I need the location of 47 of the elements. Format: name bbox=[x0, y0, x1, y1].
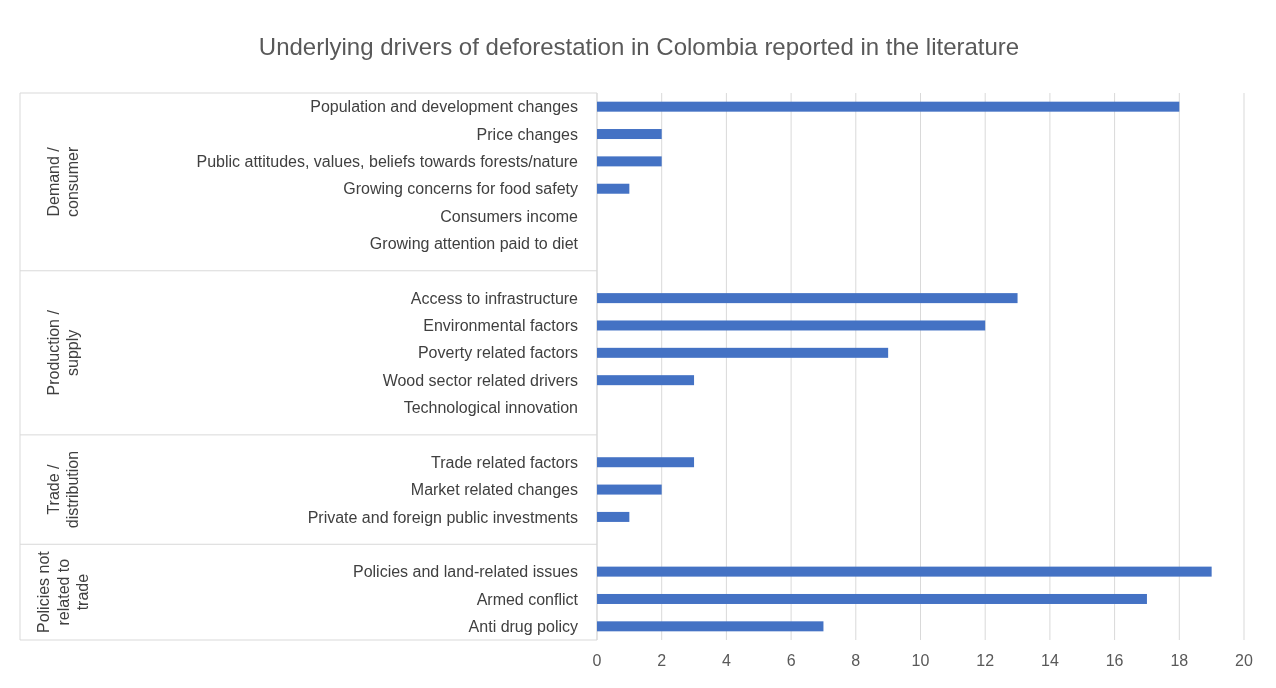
x-tick-label: 6 bbox=[786, 652, 796, 669]
y-tick-label: Population and development changes bbox=[310, 98, 578, 116]
y-tick-label: Policies and land-related issues bbox=[352, 563, 578, 581]
y-tick-label: Growing concerns for food safety bbox=[343, 180, 578, 198]
bar bbox=[597, 320, 986, 331]
y-tick-label: Market related changes bbox=[410, 481, 578, 499]
y-tick-label: Technological innovation bbox=[403, 399, 578, 417]
bar bbox=[597, 347, 889, 358]
y-tick-label: Wood sector related drivers bbox=[382, 371, 578, 389]
x-tick-label: 4 bbox=[721, 652, 731, 669]
y-tick-label: Access to infrastructure bbox=[410, 289, 579, 307]
bar bbox=[597, 101, 1180, 112]
chart-title: Underlying drivers of deforestation in Colombia reported in the literature bbox=[258, 33, 1020, 60]
bar bbox=[597, 375, 695, 386]
x-tick-label: 16 bbox=[1105, 652, 1124, 669]
text: Policies not related to trade bbox=[35, 550, 91, 634]
text: Trade / distribution bbox=[45, 450, 82, 529]
y-tick-label: Armed conflict bbox=[476, 590, 579, 608]
text: Demand / consumer bbox=[45, 146, 82, 218]
x-tick-label: 2 bbox=[657, 652, 667, 669]
bar bbox=[597, 511, 630, 522]
bar bbox=[597, 566, 1212, 577]
y-tick-label: Price changes bbox=[476, 125, 578, 143]
y-tick-label: Anti drug policy bbox=[468, 617, 578, 635]
y-tick-label: Private and foreign public investments bbox=[307, 508, 578, 526]
y-tick-label: Environmental factors bbox=[423, 317, 578, 335]
x-tick-label: 0 bbox=[592, 652, 602, 669]
bar bbox=[597, 621, 824, 632]
bar bbox=[597, 293, 1018, 304]
bar bbox=[597, 129, 662, 140]
y-tick-label: Public attitudes, values, beliefs towards forests/nature bbox=[196, 152, 579, 170]
text: Production / supply bbox=[45, 309, 82, 396]
bar bbox=[597, 457, 695, 468]
y-tick-label: Growing attention paid to diet bbox=[369, 235, 579, 253]
y-tick-label: Consumers income bbox=[440, 207, 579, 225]
bar bbox=[597, 593, 1147, 604]
x-tick-label: 18 bbox=[1170, 652, 1189, 669]
x-tick-label: 12 bbox=[976, 652, 995, 669]
y-tick-label: Trade related factors bbox=[430, 453, 578, 471]
x-tick-label: 8 bbox=[851, 652, 861, 669]
x-tick-label: 14 bbox=[1041, 652, 1059, 669]
x-tick-label: 20 bbox=[1235, 652, 1253, 669]
bar bbox=[597, 484, 662, 495]
y-tick-label: Poverty related factors bbox=[417, 344, 578, 362]
x-tick-label: 10 bbox=[911, 652, 930, 669]
bar bbox=[597, 156, 662, 167]
bar bbox=[597, 183, 630, 194]
